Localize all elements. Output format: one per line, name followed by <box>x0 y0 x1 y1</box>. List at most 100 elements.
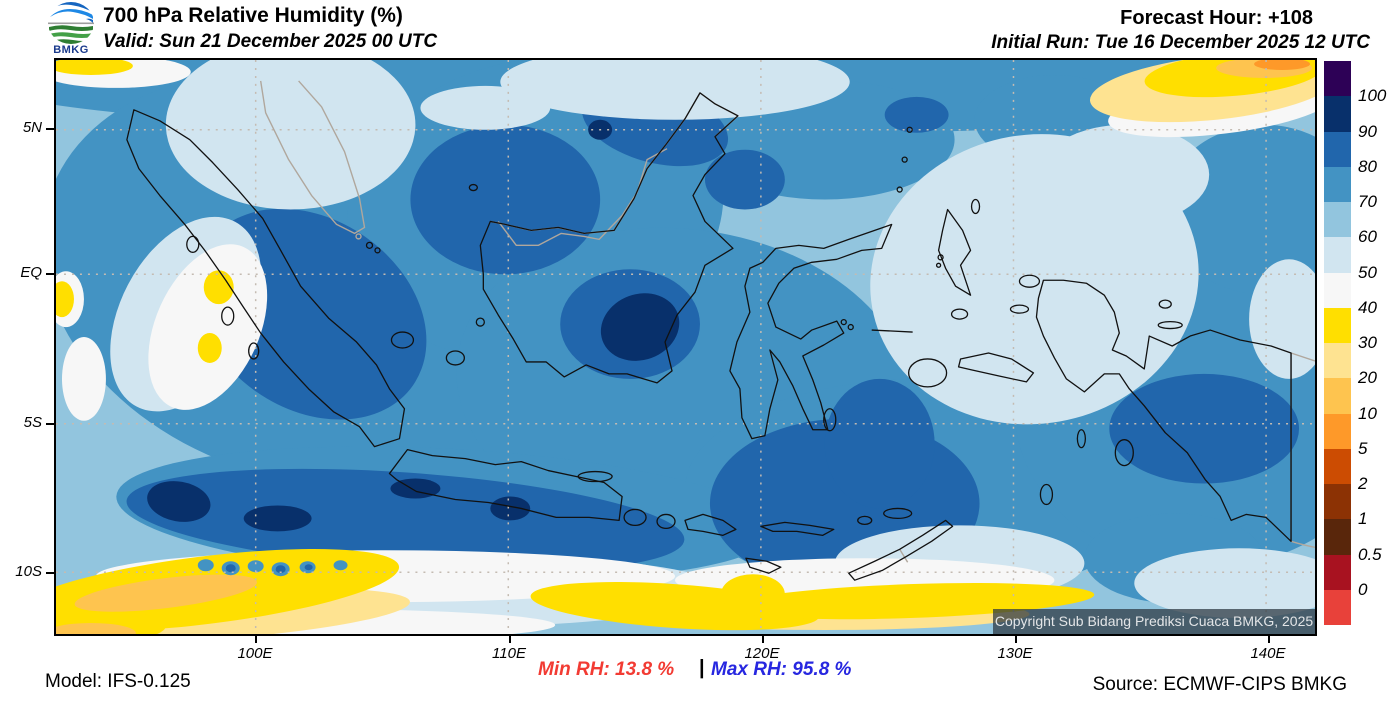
x-tick <box>509 636 511 643</box>
legend-label: 5 <box>1358 438 1368 458</box>
rh-band-5-10 <box>1254 60 1310 70</box>
island-tanimbar <box>1039 483 1054 506</box>
legend-band <box>1324 272 1351 308</box>
legend-band <box>1324 589 1351 625</box>
legend-label: 20 <box>1358 368 1377 388</box>
x-tick <box>255 636 257 643</box>
island-sula <box>871 329 913 333</box>
legend-band <box>1324 96 1351 132</box>
island-buru <box>907 358 948 388</box>
island-obi <box>950 308 969 320</box>
legend-label: 90 <box>1358 121 1377 141</box>
island-yapen <box>1157 320 1183 330</box>
humidity-map: Copyright Sub Bidang Prediksi Cuaca BMKG… <box>54 58 1317 636</box>
legend-label: 30 <box>1358 333 1377 352</box>
x-tick-label: 110E <box>492 645 526 662</box>
legend-label: 10 <box>1358 403 1377 423</box>
island-natuna <box>468 183 478 192</box>
legend-band <box>1324 307 1351 343</box>
min-max-separator: | <box>699 657 705 679</box>
min-rh: Min RH: 13.8 % <box>538 659 675 680</box>
x-tick-label: 130E <box>997 645 1033 662</box>
x-tick-label: 140E <box>1250 645 1286 662</box>
island-alor <box>857 515 873 526</box>
forecast-hour: Forecast Hour: +108 <box>1120 7 1313 29</box>
max-rh: Max RH: 95.8 % <box>711 659 852 680</box>
legend-label: 0 <box>1358 579 1368 599</box>
y-tick-label: 5S <box>23 414 42 431</box>
legend-bands <box>1324 61 1351 625</box>
legend-band <box>1324 202 1351 238</box>
island-flores <box>760 521 835 536</box>
source-label: Source: ECMWF-CIPS BMKG <box>1092 674 1347 695</box>
legend-label: 80 <box>1358 156 1377 176</box>
legend-band <box>1324 166 1351 202</box>
legend-label: 2 <box>1358 474 1368 493</box>
island-nias <box>186 235 200 253</box>
rh-contour-map <box>56 60 1315 634</box>
island-sumbawa <box>684 513 737 536</box>
legend-band <box>1324 343 1351 379</box>
island-kai <box>1076 429 1087 449</box>
island-madura <box>577 470 613 483</box>
x-tick-label: 100E <box>237 645 273 662</box>
y-tick <box>46 423 54 425</box>
island-borneo <box>479 92 739 384</box>
y-tick <box>46 128 54 130</box>
island-sulawesi <box>729 223 893 440</box>
legend-label: 100 <box>1358 86 1387 106</box>
bmkg-logo-icon <box>48 2 94 44</box>
y-tick <box>46 273 54 275</box>
island-aru <box>1114 439 1134 467</box>
legend-label: 0.5 <box>1358 544 1382 564</box>
x-tick <box>1015 636 1017 643</box>
page-title: 700 hPa Relative Humidity (%) <box>103 4 403 27</box>
island-siberut <box>221 306 235 326</box>
legend-band <box>1324 413 1351 449</box>
x-tick <box>1268 636 1270 643</box>
island-buton <box>823 408 837 432</box>
island-sumba <box>745 557 782 574</box>
legend-band <box>1324 448 1351 484</box>
island-timor <box>848 519 954 581</box>
island-seram <box>957 352 1035 383</box>
initial-run: Initial Run: Tue 16 December 2025 12 UTC <box>991 32 1370 53</box>
legend-band <box>1324 519 1351 555</box>
legend-label: 40 <box>1358 297 1377 317</box>
island-lombok <box>656 513 676 530</box>
x-tick-label: 120E <box>744 645 780 662</box>
island-java <box>388 448 623 522</box>
legend-label: 1 <box>1358 509 1368 529</box>
y-tick-label: 5N <box>22 119 42 136</box>
rh-spots-dark <box>225 564 313 574</box>
island-halmahera <box>937 208 972 296</box>
y-tick <box>46 572 54 574</box>
copyright-overlay: Copyright Sub Bidang Prediksi Cuaca BMKG… <box>993 609 1315 634</box>
island-pagai <box>248 342 260 360</box>
island-misool <box>1009 304 1030 314</box>
legend-band <box>1324 378 1351 414</box>
legend-band <box>1324 484 1351 520</box>
island-wetar <box>883 507 913 520</box>
valid-time: Valid: Sun 21 December 2025 00 UTC <box>103 31 438 52</box>
island-bangka <box>390 331 415 349</box>
x-tick <box>762 636 764 643</box>
island-bali <box>623 508 647 527</box>
island-morotai <box>970 198 981 215</box>
y-tick-label: EQ <box>20 264 42 281</box>
island-belitung <box>445 350 466 366</box>
legend-label: 50 <box>1358 262 1377 282</box>
island-waigeo <box>1018 274 1041 288</box>
island-papua <box>1035 279 1292 542</box>
island-biak <box>1158 299 1172 309</box>
legend-band <box>1324 554 1351 590</box>
legend-band <box>1324 131 1351 167</box>
legend-band <box>1324 61 1351 97</box>
legend-label: 70 <box>1358 192 1377 211</box>
legend-label: 60 <box>1358 227 1377 247</box>
coastlines <box>126 92 1292 581</box>
legend-band <box>1324 237 1351 273</box>
y-tick-label: 10S <box>15 563 42 580</box>
bmkg-logo-text: BMKG <box>53 44 89 56</box>
